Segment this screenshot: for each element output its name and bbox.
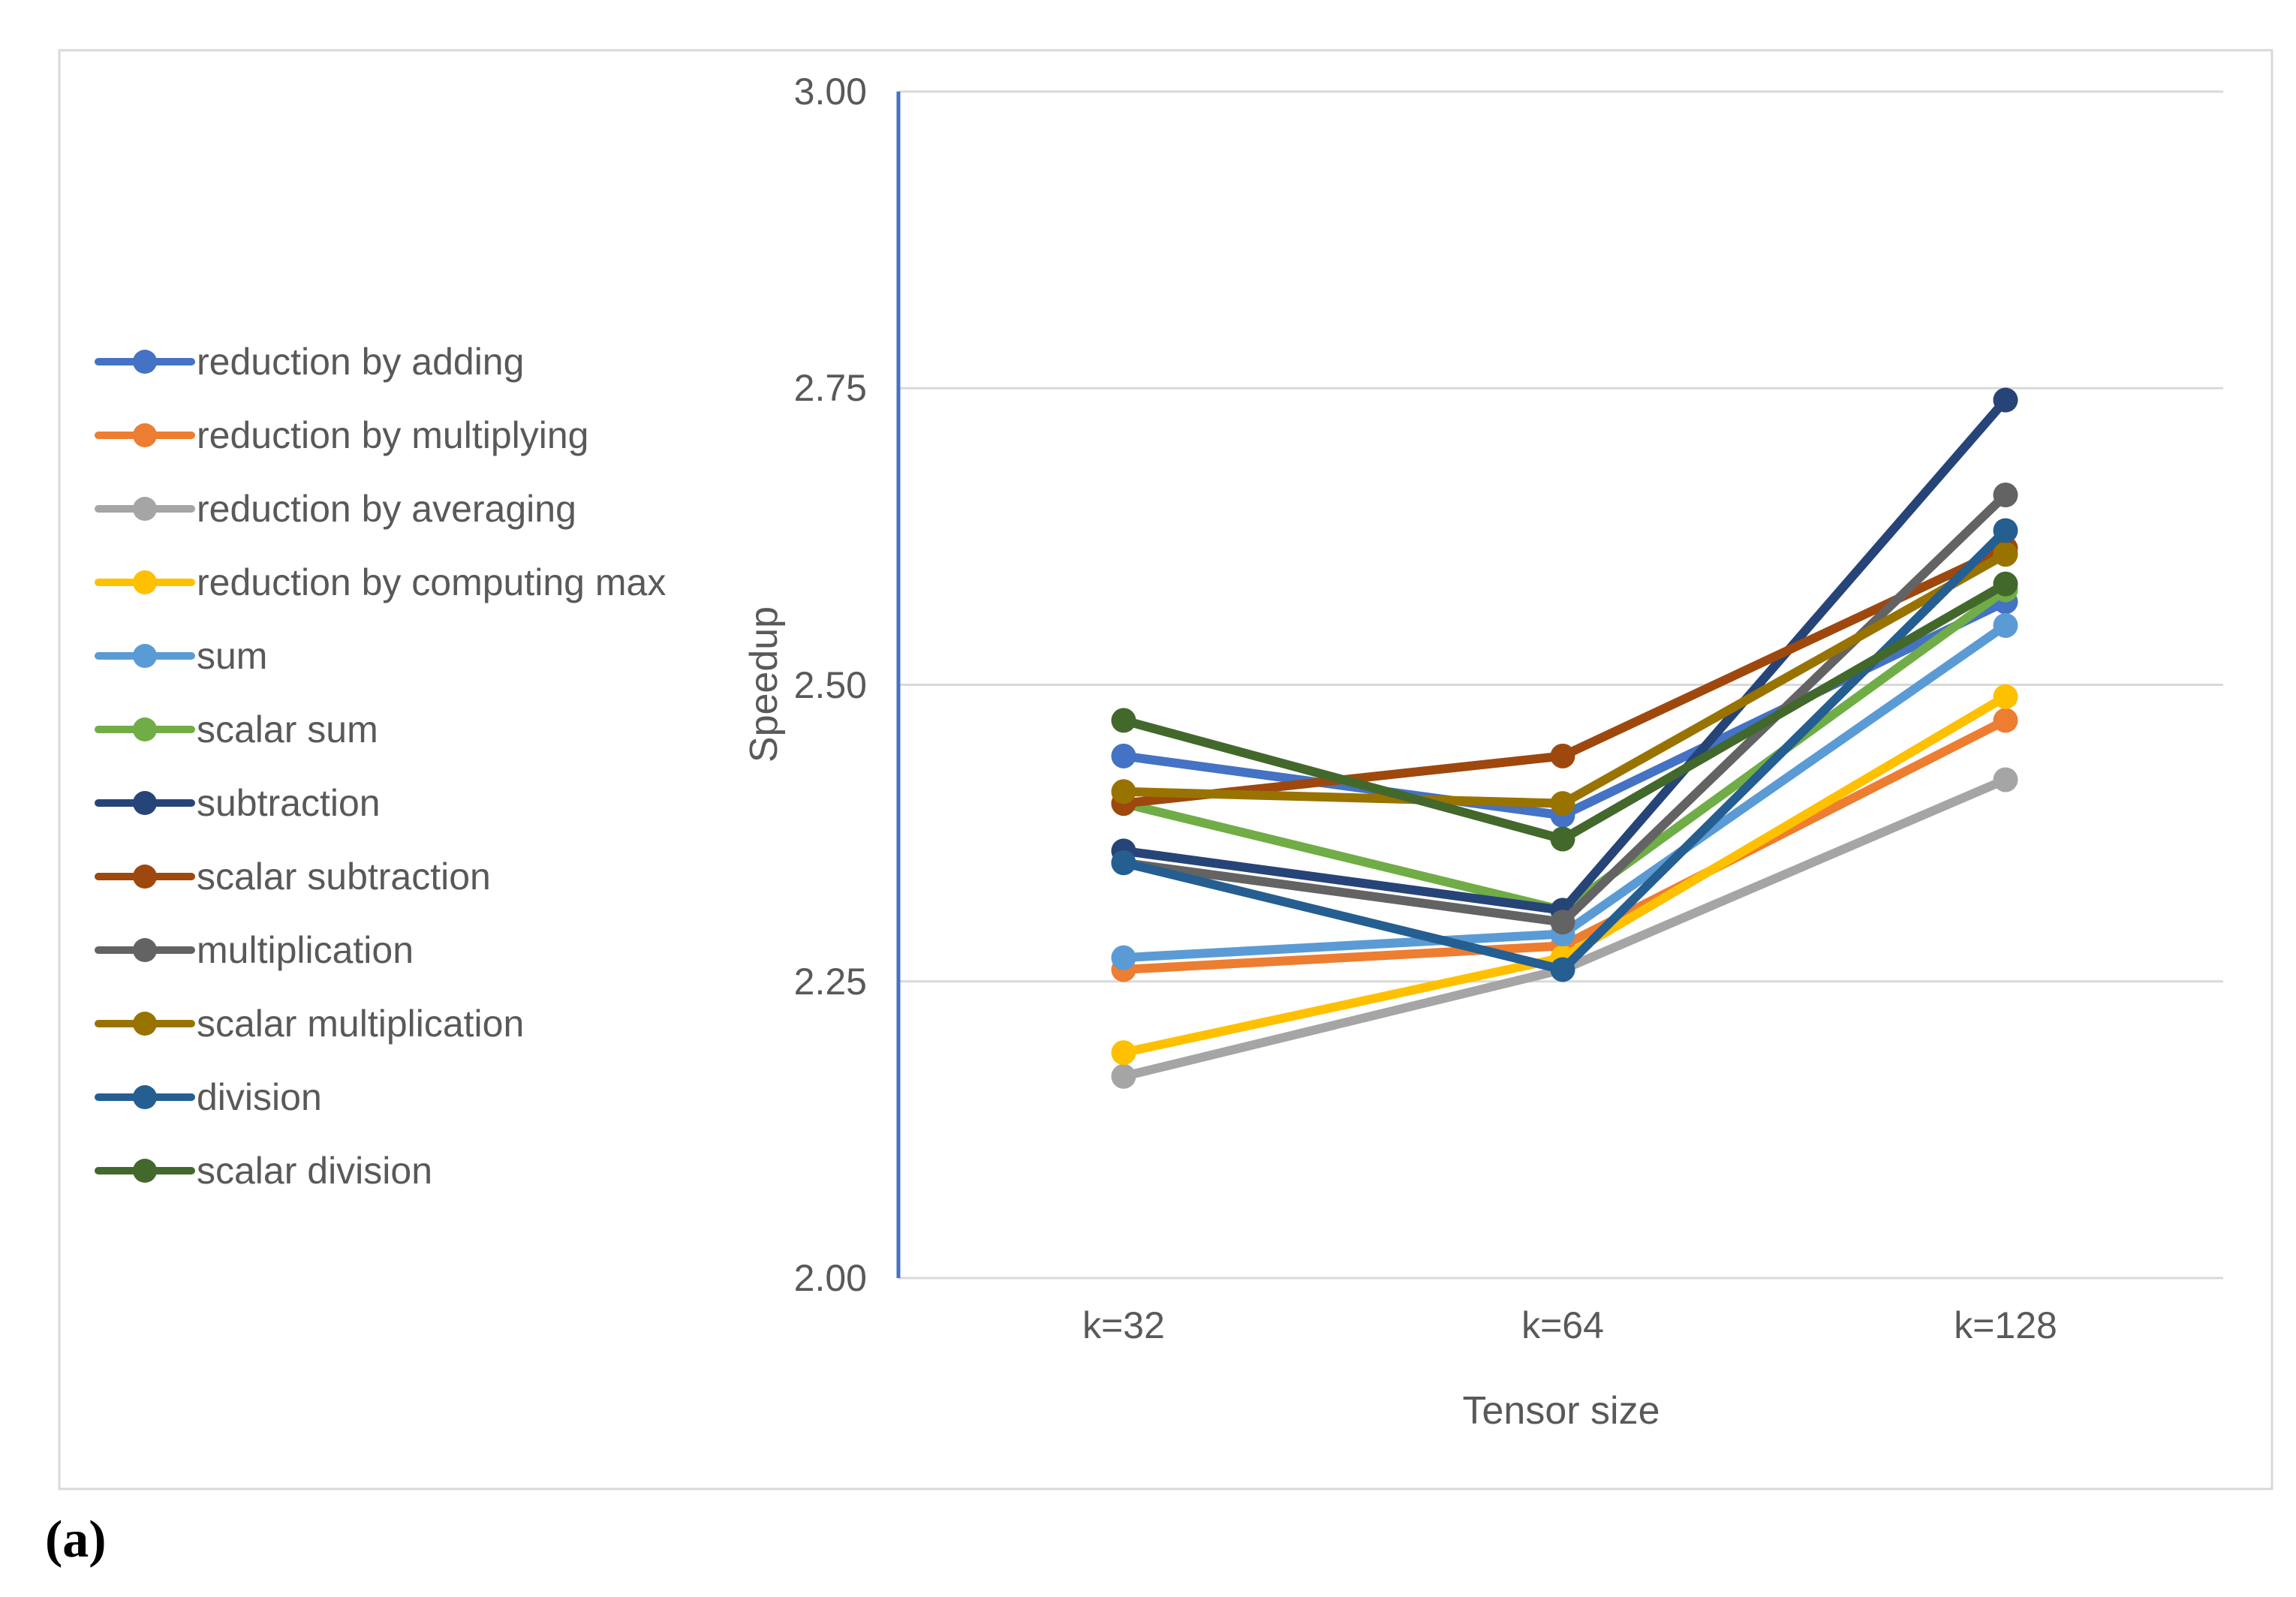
series-marker bbox=[1550, 826, 1575, 852]
legend-item: reduction by averaging bbox=[95, 472, 666, 546]
legend-item: division bbox=[95, 1060, 666, 1134]
series-marker bbox=[1550, 791, 1575, 817]
series-marker bbox=[1993, 483, 2018, 508]
series-marker bbox=[1111, 779, 1136, 805]
series-marker bbox=[1550, 957, 1575, 982]
legend-series-marker-icon bbox=[95, 349, 195, 374]
legend-item-label: scalar subtraction bbox=[197, 856, 491, 898]
legend-series-marker-icon bbox=[95, 937, 195, 963]
series-marker bbox=[1993, 767, 2018, 792]
series-marker bbox=[1111, 1063, 1136, 1089]
series-marker bbox=[1993, 542, 2018, 567]
series-marker bbox=[1993, 708, 2018, 733]
y-axis-title: Speedup bbox=[742, 606, 786, 763]
x-tick-label: k=128 bbox=[1954, 1304, 2057, 1346]
legend-series-marker-icon bbox=[95, 1158, 195, 1183]
legend-item-label: sum bbox=[197, 635, 268, 677]
legend-item: scalar multiplication bbox=[95, 987, 666, 1060]
legend-series-marker-icon bbox=[95, 1084, 195, 1110]
series-marker bbox=[1993, 684, 2018, 709]
legend-series-marker-icon bbox=[95, 717, 195, 742]
legend-item-label: reduction by computing max bbox=[197, 561, 667, 603]
legend-item: scalar division bbox=[95, 1134, 666, 1208]
legend-item: subtraction bbox=[95, 766, 666, 840]
x-tick-label: k=64 bbox=[1521, 1304, 1604, 1346]
y-tick-label: 2.00 bbox=[793, 1257, 867, 1299]
legend-item-label: scalar division bbox=[197, 1150, 433, 1192]
legend-item-label: reduction by averaging bbox=[197, 488, 576, 530]
series-marker bbox=[1993, 518, 2018, 543]
y-tick-label: 2.25 bbox=[793, 960, 867, 1003]
legend-item: sum bbox=[95, 619, 666, 693]
x-axis-title: Tensor size bbox=[1462, 1389, 1660, 1433]
series-marker bbox=[1550, 743, 1575, 768]
legend-series-marker-icon bbox=[95, 643, 195, 669]
series-marker bbox=[1993, 571, 2018, 597]
series-marker bbox=[1111, 1040, 1136, 1066]
legend-item: scalar sum bbox=[95, 693, 666, 766]
y-tick-label: 2.75 bbox=[793, 367, 867, 410]
series-marker bbox=[1111, 850, 1136, 876]
y-tick-label: 3.00 bbox=[793, 71, 867, 113]
legend-series-marker-icon bbox=[95, 864, 195, 889]
legend-item-label: scalar multiplication bbox=[197, 1003, 525, 1045]
series-marker bbox=[1550, 910, 1575, 935]
series-marker bbox=[1111, 743, 1136, 768]
series-marker bbox=[1111, 945, 1136, 970]
series-marker bbox=[1993, 612, 2018, 638]
legend-series-marker-icon bbox=[95, 1011, 195, 1036]
legend-item-label: multiplication bbox=[197, 929, 414, 971]
legend-series-marker-icon bbox=[95, 790, 195, 816]
legend-item: reduction by multiplying bbox=[95, 398, 666, 472]
legend: reduction by adding reduction by multiply… bbox=[95, 325, 666, 1208]
legend-item-label: subtraction bbox=[197, 782, 381, 824]
legend-item-label: scalar sum bbox=[197, 708, 378, 750]
legend-item: multiplication bbox=[95, 913, 666, 987]
x-tick-label: k=32 bbox=[1082, 1304, 1165, 1346]
legend-item-label: division bbox=[197, 1076, 322, 1118]
figure-caption: (a) bbox=[45, 1511, 107, 1568]
legend-item: reduction by computing max bbox=[95, 546, 666, 619]
legend-series-marker-icon bbox=[95, 496, 195, 522]
legend-item: scalar subtraction bbox=[95, 840, 666, 913]
legend-item-label: reduction by multiplying bbox=[197, 414, 589, 456]
series-marker bbox=[1111, 708, 1136, 733]
legend-item: reduction by adding bbox=[95, 325, 666, 398]
legend-series-marker-icon bbox=[95, 423, 195, 448]
legend-series-marker-icon bbox=[95, 570, 195, 595]
series-marker bbox=[1993, 387, 2018, 413]
legend-item-label: reduction by adding bbox=[197, 341, 525, 383]
y-tick-label: 2.50 bbox=[793, 663, 867, 706]
